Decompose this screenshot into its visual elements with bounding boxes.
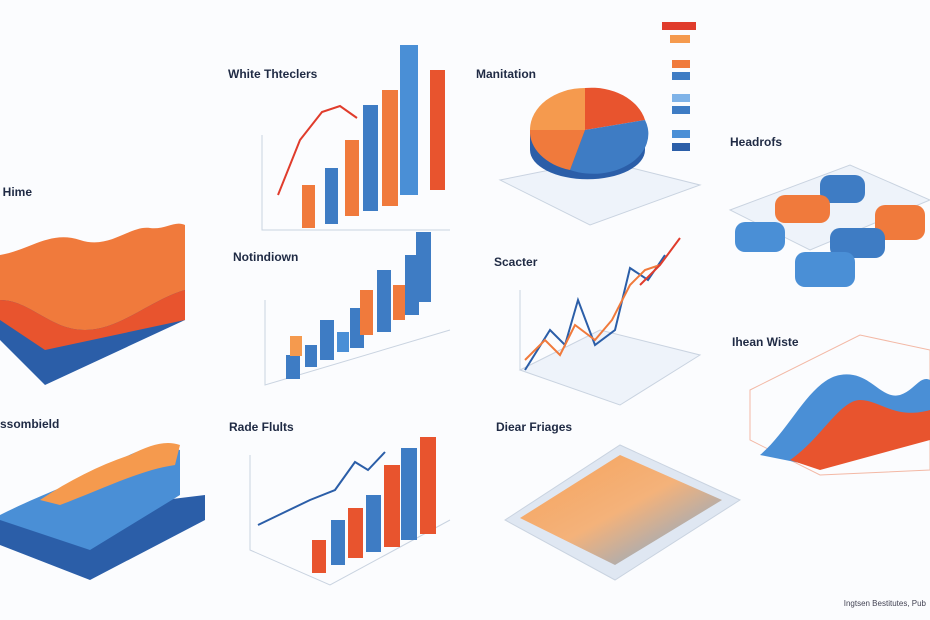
- blob: [830, 228, 885, 258]
- pie-slice: [529, 130, 585, 170]
- heat-blocks: [728, 164, 930, 287]
- bar-shape: [348, 508, 363, 558]
- bar-illustration: [261, 45, 450, 231]
- legend-swatch: [672, 94, 690, 102]
- bar-shape: [382, 90, 398, 206]
- bar-shape: [420, 437, 436, 534]
- legend-swatch: [670, 35, 690, 43]
- axis: [264, 300, 451, 386]
- panel-title: ssombield: [0, 417, 59, 431]
- bar-shape: [305, 345, 317, 367]
- legend-swatch: [672, 72, 690, 80]
- floor: [518, 329, 702, 406]
- bar-shape: [325, 168, 338, 224]
- blob: [795, 252, 855, 287]
- bar-shape: [320, 320, 334, 360]
- bar-illustration: [249, 437, 451, 586]
- bar-shape: [302, 185, 315, 228]
- blob: [775, 195, 830, 223]
- panel-title: , Hime: [0, 185, 32, 199]
- footer: Ingtsen Bestitutes, Pub: [844, 599, 927, 608]
- bar-shape: [290, 336, 302, 356]
- bar-shape: [377, 270, 391, 332]
- blob: [820, 175, 865, 203]
- panel-title: Manitation: [476, 67, 536, 81]
- bar-shape: [366, 495, 381, 552]
- bar-shape: [337, 332, 349, 352]
- bar-shape: [360, 290, 373, 335]
- area-illustration: [749, 334, 930, 476]
- pie-slice: [530, 88, 585, 130]
- bar-shape: [416, 232, 431, 302]
- pie-illustration: [498, 22, 702, 226]
- legend-swatch: [672, 106, 690, 114]
- bar-shape: [405, 255, 419, 315]
- panel-title: White Thteclers: [228, 67, 318, 81]
- line-shape: [257, 451, 386, 526]
- bar-shape: [393, 285, 405, 320]
- panel-title: Diear Friages: [496, 420, 572, 434]
- area-illustration: [0, 223, 185, 385]
- line-illustration: [518, 237, 702, 406]
- panel-title: Notindiown: [233, 250, 298, 264]
- axis: [261, 135, 450, 231]
- panel-title: Rade Flults: [229, 420, 294, 434]
- panel-title: Scacter: [494, 255, 538, 269]
- legend-swatch: [672, 143, 690, 151]
- area-shape: [0, 223, 185, 330]
- legend-swatch: [672, 60, 690, 68]
- legend-swatch: [662, 22, 696, 30]
- line-shape: [524, 254, 666, 371]
- bar-shape: [384, 465, 400, 547]
- bar-shape: [401, 448, 417, 540]
- area-illustration: [0, 443, 205, 580]
- axis: [249, 455, 451, 586]
- bar-shape: [363, 105, 378, 211]
- pie-slice: [585, 87, 645, 130]
- bar-shape: [430, 70, 445, 190]
- bar-shape: [400, 45, 418, 195]
- panel-title: Ihean Wiste: [732, 335, 799, 349]
- bar-shape: [286, 355, 300, 379]
- area-shape: [0, 290, 185, 350]
- line-shape: [524, 264, 661, 361]
- blob: [735, 222, 785, 252]
- pie-slice: [570, 120, 649, 174]
- frame: [749, 334, 930, 476]
- panel-title: Headrofs: [730, 135, 782, 149]
- heat-surface: [520, 455, 722, 565]
- area-shape: [40, 443, 180, 505]
- line-shape: [639, 237, 681, 286]
- line-shape: [277, 104, 358, 196]
- blob: [875, 205, 925, 240]
- heatmap-illustration: [504, 444, 742, 581]
- bar-shape: [345, 140, 359, 216]
- bar-shape: [312, 540, 326, 573]
- legend-swatch: [672, 130, 690, 138]
- area-shape: [790, 400, 930, 470]
- bar-illustration: [264, 232, 451, 386]
- bar-shape: [331, 520, 345, 565]
